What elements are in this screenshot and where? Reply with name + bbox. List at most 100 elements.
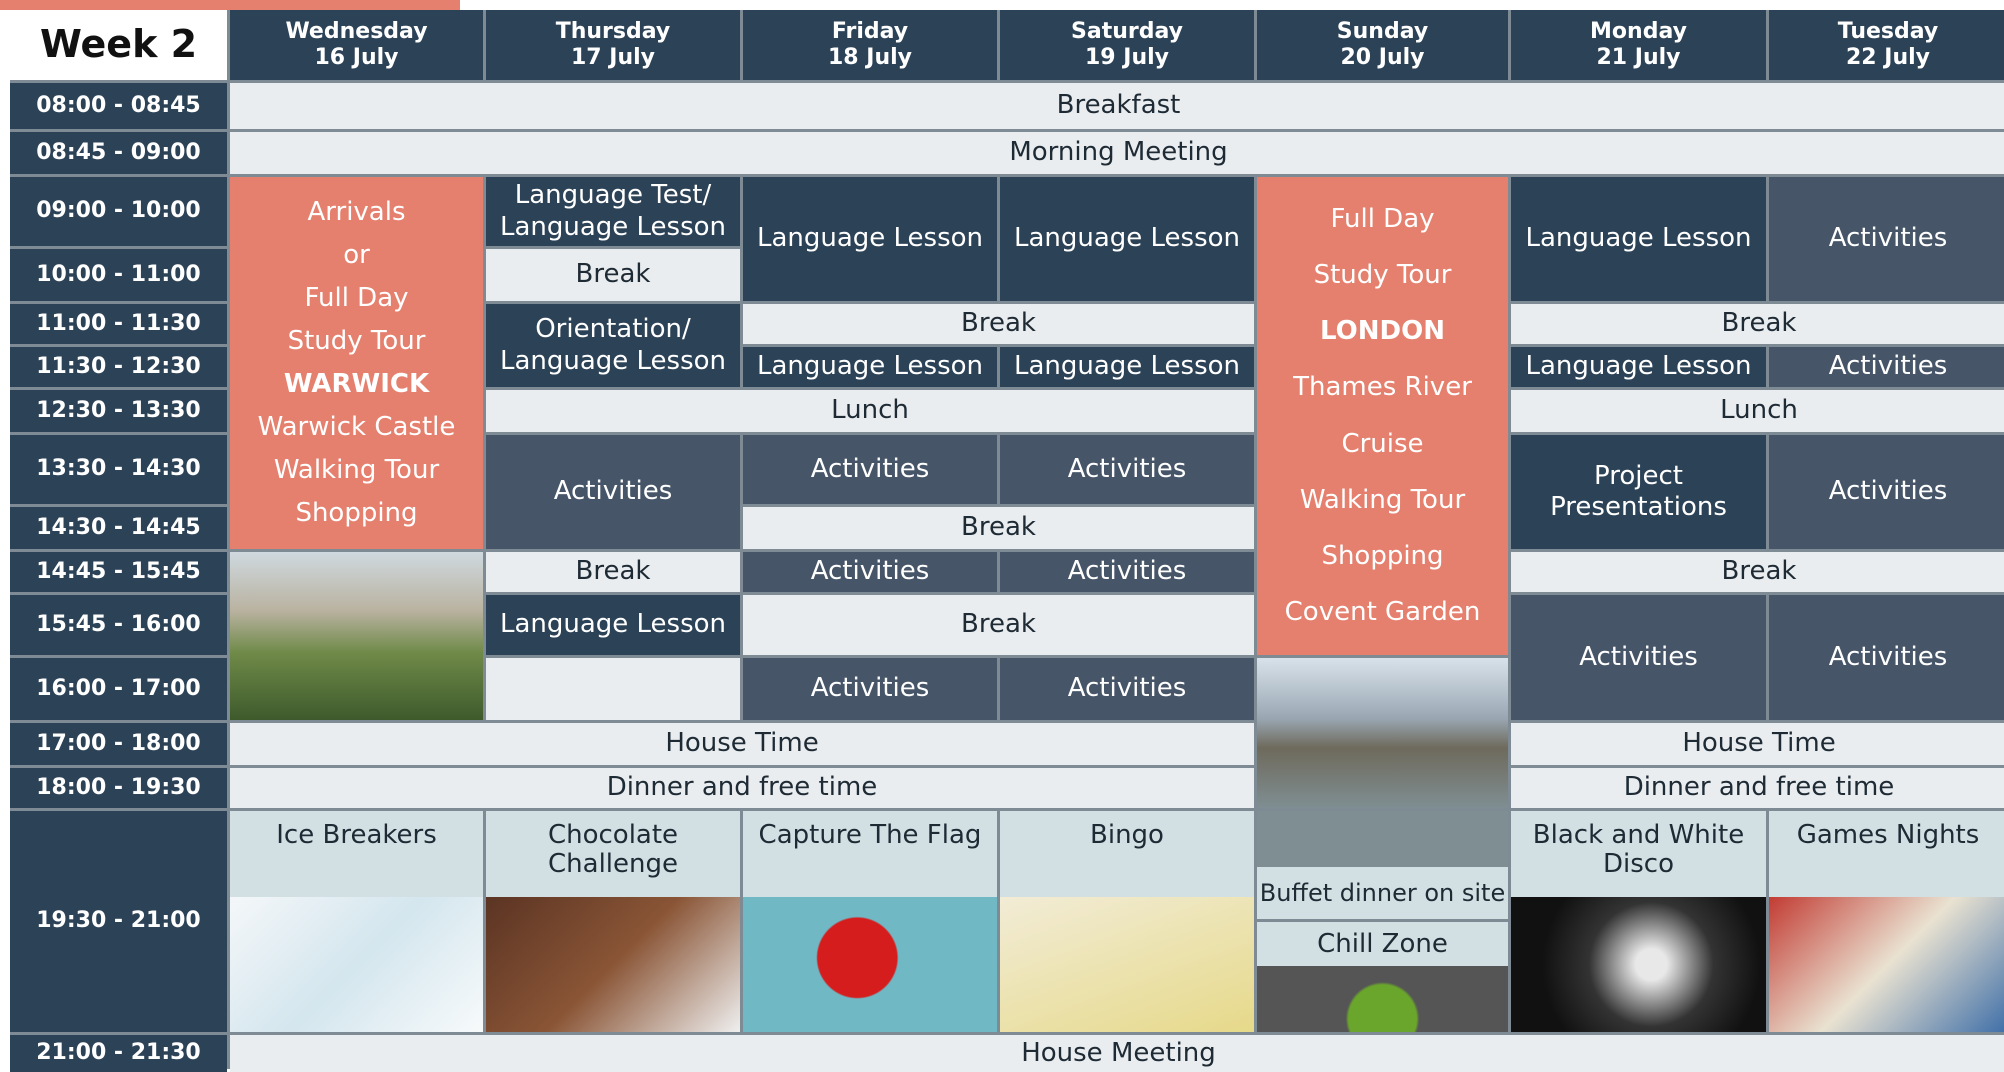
time-label: 21:00 - 21:30 [36, 1040, 201, 1066]
schedule-cell: Language Lesson [1000, 177, 1254, 301]
cell-text: Activities [1828, 476, 1948, 507]
evening-title: Ice Breakers [230, 811, 483, 897]
cell-text: Lunch [1720, 395, 1798, 426]
schedule-cell: Break [743, 595, 1254, 655]
time-cell: 15:45 - 16:00 [10, 595, 227, 655]
evening-cell: Chocolate Challenge [486, 811, 740, 1032]
schedule-cell: House Time [1511, 723, 2004, 765]
cell-line: Walking Tour [1299, 484, 1466, 515]
schedule-cell: Activities [743, 658, 997, 720]
time-label: 08:45 - 09:00 [36, 139, 201, 165]
cell-text: Language Lesson [1525, 223, 1752, 254]
evening-cell: Capture The Flag [743, 811, 997, 1032]
cell-text: Break [961, 609, 1036, 640]
warwick-photo [230, 552, 483, 720]
time-label: 08:00 - 08:45 [36, 92, 201, 118]
day-name: Wednesday [285, 18, 428, 44]
time-label: 14:30 - 14:45 [36, 514, 201, 540]
cell-line: Orientation/ [535, 314, 691, 345]
cell-line: Shopping [1321, 541, 1444, 572]
cell-text: Activities [810, 673, 930, 704]
day-header: Friday 18 July [743, 10, 997, 80]
activity-photo [1511, 897, 1766, 1032]
accent-strip [0, 0, 460, 10]
day-date: 22 July [1845, 45, 1930, 70]
cell-line: LONDON [1320, 316, 1445, 347]
schedule-cell: Break [743, 507, 1254, 549]
activity-photo [230, 897, 483, 1032]
day-name: Saturday [1071, 18, 1183, 44]
london-photo [1257, 658, 1508, 808]
schedule-cell: Activities [1769, 595, 2004, 720]
evening-title: Bingo [1000, 811, 1254, 897]
cell-text: Activities [1828, 223, 1948, 254]
evening-line: Bingo [1090, 820, 1164, 850]
schedule-cell: Activities [743, 552, 997, 592]
london-photo [1257, 811, 1508, 867]
cell-text: Language Lesson [1013, 223, 1241, 254]
time-label: 19:30 - 21:00 [36, 908, 201, 934]
schedule-cell: House Time [230, 723, 1254, 765]
time-cell: 14:45 - 15:45 [10, 552, 227, 592]
evening-title: Games Nights [1769, 811, 2004, 897]
evening-cell: Ice Breakers [230, 811, 483, 1032]
schedule-cell: Break [486, 249, 740, 301]
evening-line: Ice Breakers [276, 820, 437, 850]
day-header: Tuesday 22 July [1769, 10, 2004, 80]
evening-cell: Bingo [1000, 811, 1254, 1032]
evening-line: Challenge [548, 848, 678, 879]
cell-text: Break [1721, 556, 1797, 587]
cell-text: Dinner and free time [606, 772, 878, 803]
activity-photo [743, 897, 997, 1032]
time-cell: 11:30 - 12:30 [10, 347, 227, 387]
cell-text: Dinner and free time [1623, 772, 1895, 803]
evening-line: Chocolate [547, 820, 679, 850]
schedule-cell: Arrivals or Full Day Study Tour WARWICK Warwi… [230, 177, 483, 549]
evening-cell: Buffet dinner on site Chill Zone [1257, 811, 1508, 1032]
schedule-cell: Orientation/Language Lesson [486, 304, 740, 387]
evening-title: Chocolate Challenge [486, 811, 740, 897]
schedule-cell: House Meeting [230, 1035, 2004, 1072]
evening-line: Games Nights [1796, 820, 1980, 850]
time-label: 11:00 - 11:30 [36, 310, 201, 336]
schedule-cell: Activities [1000, 552, 1254, 592]
cell-line: Language Lesson [499, 211, 727, 242]
cell-text: Break [961, 512, 1036, 543]
time-label: 18:00 - 19:30 [36, 774, 201, 800]
time-cell: 09:00 - 10:00 [10, 177, 227, 246]
cell-line: WARWICK [283, 368, 430, 399]
schedule-cell: Language Lesson [1511, 347, 1766, 387]
cell-text: House Meeting [1021, 1037, 1216, 1068]
time-cell: 18:00 - 19:30 [10, 768, 227, 808]
schedule-cell: Dinner and free time [1511, 768, 2004, 808]
day-header: Saturday 19 July [1000, 10, 1254, 80]
time-cell: 10:00 - 11:00 [10, 249, 227, 301]
time-label: 13:30 - 14:30 [36, 456, 201, 482]
cell-text: Activities [810, 556, 930, 587]
day-header: Thursday 17 July [486, 10, 740, 80]
timetable: Week 2 Wednesday 16 July Thursday 17 July Fri… [10, 10, 2004, 1072]
cell-line: or [343, 239, 370, 270]
cell-text: Language Lesson [1013, 351, 1241, 382]
cell-text: Language Lesson [756, 223, 984, 254]
week-title: Week 2 [39, 22, 198, 67]
day-date: 21 July [1596, 45, 1681, 70]
cell-line: Project [1594, 460, 1683, 491]
cell-text: Activities [1067, 453, 1187, 484]
cell-text: Activities [1828, 351, 1948, 382]
cell-line: Shopping [295, 497, 418, 528]
cell-text: Activities [1579, 641, 1698, 672]
week-cell: Week 2 [10, 10, 227, 80]
cell-line: Study Tour [287, 325, 426, 356]
time-cell: 08:45 - 09:00 [10, 132, 227, 174]
time-cell: 11:00 - 11:30 [10, 304, 227, 344]
cell-line: Full Day [1330, 203, 1435, 234]
day-header: Wednesday 16 July [230, 10, 483, 80]
evening-title: Black and White Disco [1511, 811, 1766, 897]
schedule-cell: Lunch [1511, 390, 2004, 432]
cell-line: Covent Garden [1284, 597, 1481, 628]
schedule-cell: Activities [1769, 177, 2004, 301]
cell-line: Language Lesson [499, 345, 727, 376]
cell-text: Activities [810, 453, 930, 484]
